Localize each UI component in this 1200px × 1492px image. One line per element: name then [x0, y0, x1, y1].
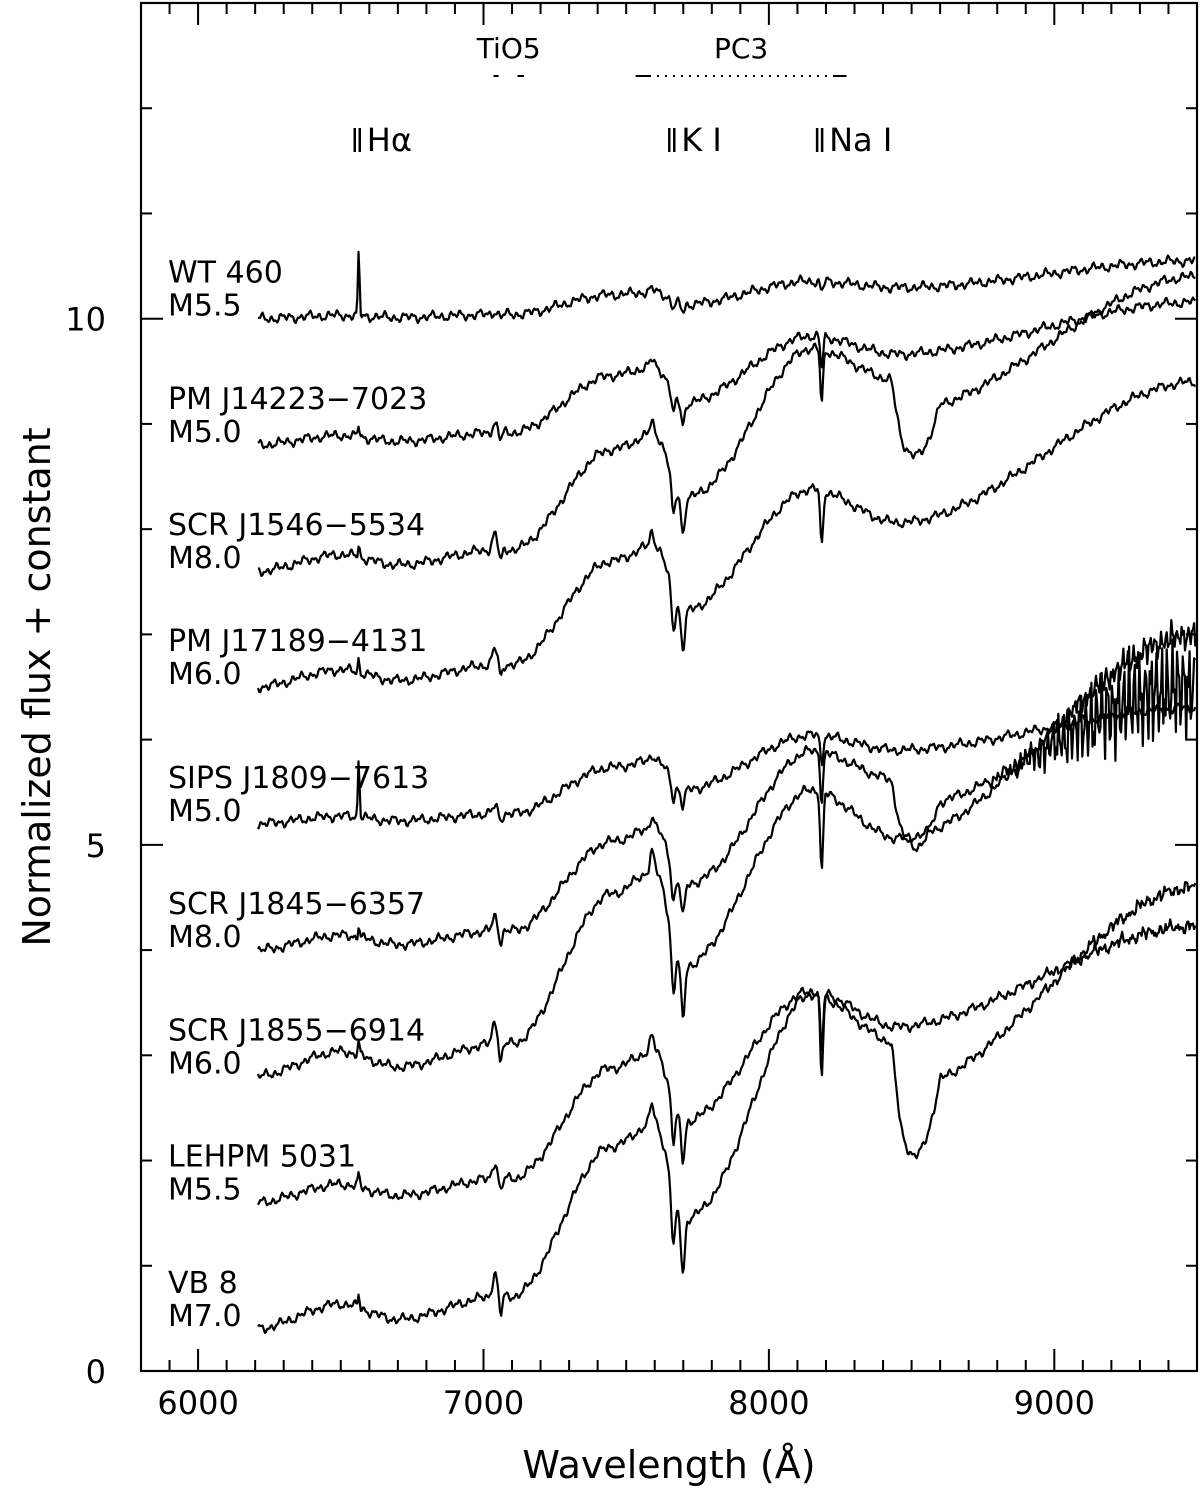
x-tick-label: 7000: [443, 1384, 524, 1422]
axis-ticks: [141, 2, 1198, 1372]
spectrum-line: [256, 376, 1197, 694]
line-features: Hα K I Na I: [353, 121, 892, 159]
star-name-label: WT 460: [168, 256, 283, 291]
x-tick-label: 9000: [1014, 1384, 1095, 1422]
spectral-type-label: M5.5: [168, 289, 242, 324]
feature-label: Hα: [367, 121, 412, 159]
feature-label: K I: [681, 121, 722, 159]
spectrum-line: [257, 638, 1197, 954]
spectrum-line: [256, 702, 1197, 830]
x-axis-title: Wavelength (Å): [522, 1443, 815, 1487]
star-name-label: PM J14223−7023: [168, 382, 427, 417]
y-tick-label: 5: [86, 827, 106, 865]
spectral-type-label: M5.5: [168, 1173, 242, 1208]
spectral-type-label: M8.0: [168, 920, 242, 955]
star-name-label: LEHPM 5031: [168, 1140, 356, 1175]
index-label: PC3: [714, 32, 768, 65]
spectrum-line: [258, 250, 1196, 325]
x-tick-label: 8000: [728, 1384, 809, 1422]
spectrum-line: [257, 918, 1197, 1207]
star-name-label: SIPS J1809−7613: [168, 761, 429, 796]
index-label: TiO5: [476, 32, 541, 65]
spectral-type-label: M6.0: [168, 1046, 242, 1081]
spectrum-line: [256, 619, 1197, 1079]
x-tick-label: 6000: [157, 1384, 238, 1422]
spectra-lines: [256, 250, 1197, 1334]
spectral-indices: TiO5 PC3: [476, 32, 847, 77]
star-name-label: VB 8: [168, 1266, 238, 1301]
spectrum-line: [257, 881, 1197, 1334]
y-tick-label: 0: [86, 1353, 106, 1391]
star-name-label: SCR J1546−5534: [168, 508, 425, 543]
star-name-label: PM J17189−4131: [168, 624, 427, 659]
y-tick-label: 10: [65, 301, 106, 339]
y-axis-title: Normalized flux + constant: [15, 427, 59, 946]
star-name-label: SCR J1845−6357: [168, 887, 425, 922]
spectral-type-label: M7.0: [168, 1299, 242, 1334]
spectral-type-label: M6.0: [168, 657, 242, 692]
feature-label: Na I: [829, 121, 892, 159]
spectral-type-label: M5.0: [168, 415, 242, 450]
star-name-label: SCR J1855−6914: [168, 1013, 425, 1048]
spectral-type-label: M5.0: [168, 794, 242, 829]
axis-tick-labels: 6000 7000 8000 9000 0 5 10: [65, 301, 1095, 1422]
spectrum-line: [257, 296, 1197, 450]
spectral-type-label: M8.0: [168, 541, 242, 576]
plot-frame: [139, 1, 1199, 1373]
spectrum-line: [258, 270, 1196, 578]
